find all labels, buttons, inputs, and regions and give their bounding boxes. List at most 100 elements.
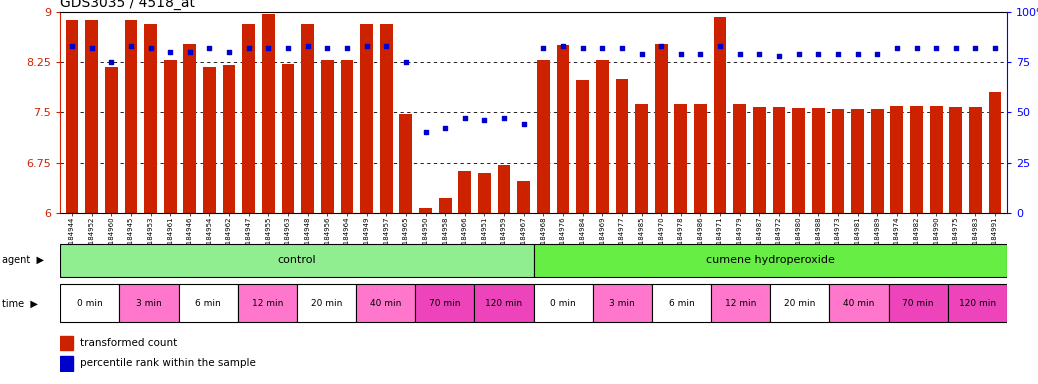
Point xyxy=(613,45,630,51)
Text: 3 min: 3 min xyxy=(136,299,162,308)
Point xyxy=(653,43,670,49)
Point xyxy=(221,49,238,55)
Point xyxy=(712,43,729,49)
Bar xyxy=(242,24,255,213)
Bar xyxy=(556,45,570,213)
Bar xyxy=(144,24,157,213)
Point xyxy=(338,45,355,51)
Point xyxy=(810,51,826,57)
Bar xyxy=(770,284,829,323)
Point xyxy=(279,45,296,51)
Point xyxy=(201,45,218,51)
Bar xyxy=(360,24,373,213)
Text: percentile rank within the sample: percentile rank within the sample xyxy=(80,358,256,368)
Bar xyxy=(281,64,295,213)
Bar xyxy=(812,108,825,213)
Text: 120 min: 120 min xyxy=(959,299,995,308)
Bar xyxy=(969,107,982,213)
Point xyxy=(732,51,748,57)
Point xyxy=(771,53,788,59)
Point xyxy=(63,43,80,49)
Bar xyxy=(321,60,333,213)
Bar xyxy=(415,284,474,323)
Point xyxy=(574,45,591,51)
Bar xyxy=(439,199,452,213)
Bar xyxy=(479,173,491,213)
Text: transformed count: transformed count xyxy=(80,338,177,348)
Bar xyxy=(164,60,176,213)
Bar xyxy=(60,336,74,350)
Text: 20 min: 20 min xyxy=(310,299,343,308)
Point xyxy=(261,45,277,51)
Point xyxy=(417,129,434,136)
Text: 40 min: 40 min xyxy=(843,299,875,308)
Text: 6 min: 6 min xyxy=(668,299,694,308)
Bar xyxy=(871,109,883,213)
Bar xyxy=(497,165,511,213)
Bar xyxy=(517,181,530,213)
Bar xyxy=(85,20,98,213)
Bar xyxy=(734,104,746,213)
Text: 0 min: 0 min xyxy=(550,299,576,308)
Bar xyxy=(474,284,534,323)
Bar xyxy=(60,284,119,323)
Point xyxy=(633,51,650,57)
Bar xyxy=(616,79,628,213)
Point xyxy=(378,43,394,49)
Bar xyxy=(714,17,727,213)
Text: 120 min: 120 min xyxy=(486,299,522,308)
Point xyxy=(673,51,689,57)
Text: 6 min: 6 min xyxy=(195,299,221,308)
Bar xyxy=(593,284,652,323)
Point xyxy=(319,45,335,51)
Bar xyxy=(711,284,770,323)
Point xyxy=(182,49,198,55)
Bar xyxy=(772,107,786,213)
Bar xyxy=(930,106,943,213)
Bar xyxy=(851,109,864,213)
Point xyxy=(457,115,473,121)
Bar xyxy=(301,24,315,213)
Bar xyxy=(400,114,412,213)
Point xyxy=(299,43,316,49)
Bar xyxy=(356,284,415,323)
Point xyxy=(83,45,100,51)
Bar xyxy=(889,284,948,323)
Point xyxy=(122,43,139,49)
Bar xyxy=(60,356,74,371)
Point xyxy=(516,121,532,127)
Bar xyxy=(203,67,216,213)
Point xyxy=(358,43,375,49)
Bar xyxy=(829,284,889,323)
Bar xyxy=(948,284,1007,323)
Point xyxy=(594,45,610,51)
Text: 70 min: 70 min xyxy=(429,299,461,308)
Text: 12 min: 12 min xyxy=(251,299,283,308)
Bar xyxy=(65,20,79,213)
Text: agent  ▶: agent ▶ xyxy=(2,255,44,265)
Bar xyxy=(655,44,667,213)
Bar xyxy=(184,44,196,213)
Point xyxy=(967,45,984,51)
Bar xyxy=(459,171,471,213)
Bar xyxy=(534,244,1007,276)
Bar xyxy=(262,13,275,213)
Bar xyxy=(340,60,353,213)
Text: 12 min: 12 min xyxy=(725,299,757,308)
Bar xyxy=(125,20,137,213)
Point xyxy=(398,59,414,65)
Point xyxy=(142,45,159,51)
Point xyxy=(692,51,709,57)
Bar xyxy=(694,104,707,213)
Point xyxy=(987,45,1004,51)
Bar xyxy=(380,24,392,213)
Bar xyxy=(105,67,117,213)
Bar xyxy=(297,284,356,323)
Point xyxy=(241,45,257,51)
Text: control: control xyxy=(277,255,317,265)
Point xyxy=(889,45,905,51)
Point xyxy=(908,45,925,51)
Point xyxy=(476,118,493,124)
Text: GDS3035 / 4518_at: GDS3035 / 4518_at xyxy=(60,0,195,10)
Bar xyxy=(419,208,432,213)
